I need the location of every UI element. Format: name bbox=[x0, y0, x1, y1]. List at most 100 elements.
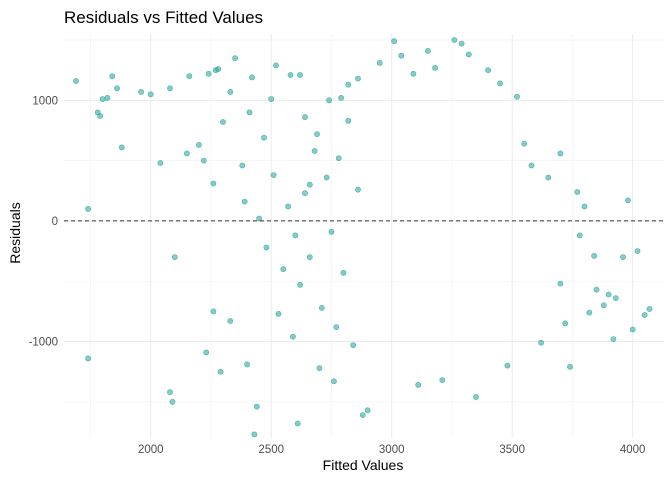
data-point bbox=[171, 254, 178, 260]
data-point bbox=[273, 62, 279, 69]
data-point bbox=[147, 91, 154, 98]
data-point bbox=[169, 398, 176, 405]
data-point bbox=[497, 80, 503, 87]
data-point bbox=[99, 96, 106, 102]
data-point bbox=[316, 365, 323, 371]
data-point bbox=[355, 75, 361, 82]
data-point bbox=[330, 378, 337, 385]
data-point bbox=[620, 254, 626, 260]
data-point bbox=[215, 66, 222, 72]
data-point bbox=[311, 148, 318, 154]
data-point bbox=[514, 93, 520, 100]
data-point bbox=[612, 295, 619, 301]
data-point bbox=[557, 280, 564, 287]
data-point bbox=[345, 117, 352, 124]
x-tick-label: 2500 bbox=[258, 444, 284, 456]
data-point bbox=[302, 190, 308, 197]
data-point bbox=[97, 113, 103, 119]
data-point bbox=[424, 48, 431, 54]
data-point bbox=[73, 78, 79, 84]
data-point bbox=[275, 310, 282, 317]
major-gridlines bbox=[64, 34, 664, 438]
data-point bbox=[646, 306, 653, 312]
data-point bbox=[263, 244, 270, 251]
x-tick-label: 2000 bbox=[138, 444, 164, 456]
data-point bbox=[306, 181, 313, 188]
data-point bbox=[576, 232, 583, 239]
y-tick-labels: -1000 0 1000 bbox=[29, 95, 58, 348]
chart-title: Residuals vs Fitted Values bbox=[64, 8, 263, 27]
data-point bbox=[167, 85, 173, 92]
data-point bbox=[557, 150, 564, 157]
data-point bbox=[270, 172, 277, 178]
data-point bbox=[292, 232, 299, 239]
data-point bbox=[109, 73, 116, 80]
data-point bbox=[528, 162, 535, 169]
data-point bbox=[157, 160, 164, 166]
data-point bbox=[289, 333, 296, 340]
data-point bbox=[641, 312, 648, 318]
data-point bbox=[391, 38, 397, 45]
data-point bbox=[328, 228, 335, 235]
data-point bbox=[186, 73, 193, 80]
data-point bbox=[567, 363, 573, 370]
data-point bbox=[138, 89, 144, 95]
data-point bbox=[205, 70, 212, 77]
data-point bbox=[338, 95, 344, 101]
data-point bbox=[340, 269, 347, 276]
data-point bbox=[306, 254, 313, 260]
data-point bbox=[521, 140, 528, 147]
data-point bbox=[210, 308, 217, 315]
data-point bbox=[256, 215, 263, 222]
data-point bbox=[261, 134, 267, 141]
data-point bbox=[586, 309, 593, 316]
data-point bbox=[562, 320, 569, 327]
data-point bbox=[314, 131, 320, 137]
data-point bbox=[246, 109, 253, 116]
data-point bbox=[297, 281, 303, 288]
data-point bbox=[600, 302, 607, 309]
data-point bbox=[355, 186, 361, 193]
data-point bbox=[473, 394, 479, 400]
data-point bbox=[335, 155, 342, 162]
minor-gridlines bbox=[64, 34, 664, 438]
data-point bbox=[251, 431, 258, 438]
data-point bbox=[376, 60, 383, 66]
data-point bbox=[410, 70, 417, 77]
data-point bbox=[364, 407, 371, 414]
data-point bbox=[280, 266, 287, 273]
data-point bbox=[268, 96, 275, 102]
data-point bbox=[545, 174, 552, 181]
x-tick-label: 3500 bbox=[499, 444, 525, 456]
y-tick-label: -1000 bbox=[29, 337, 58, 349]
data-point bbox=[239, 162, 246, 169]
data-point bbox=[350, 342, 357, 348]
data-point bbox=[591, 252, 597, 259]
data-point bbox=[634, 248, 641, 254]
data-point bbox=[244, 361, 250, 368]
data-point bbox=[465, 51, 472, 58]
data-point bbox=[167, 389, 173, 396]
data-point bbox=[227, 318, 234, 324]
data-point bbox=[458, 40, 465, 47]
data-point bbox=[326, 97, 332, 104]
x-tick-label: 4000 bbox=[620, 444, 646, 456]
data-point bbox=[451, 37, 458, 43]
data-point bbox=[415, 381, 422, 388]
y-tick-label: 1000 bbox=[32, 95, 58, 107]
y-axis-title: Residuals bbox=[7, 202, 23, 263]
data-point bbox=[253, 403, 260, 410]
data-point bbox=[217, 368, 224, 375]
data-point bbox=[195, 141, 202, 148]
data-point bbox=[318, 304, 325, 311]
data-point bbox=[504, 362, 511, 369]
data-point bbox=[297, 72, 303, 78]
data-point bbox=[227, 89, 234, 95]
data-point bbox=[210, 180, 217, 187]
data-points bbox=[73, 37, 653, 438]
x-tick-label: 3000 bbox=[379, 444, 405, 456]
data-point bbox=[398, 52, 405, 59]
data-point bbox=[232, 55, 238, 61]
